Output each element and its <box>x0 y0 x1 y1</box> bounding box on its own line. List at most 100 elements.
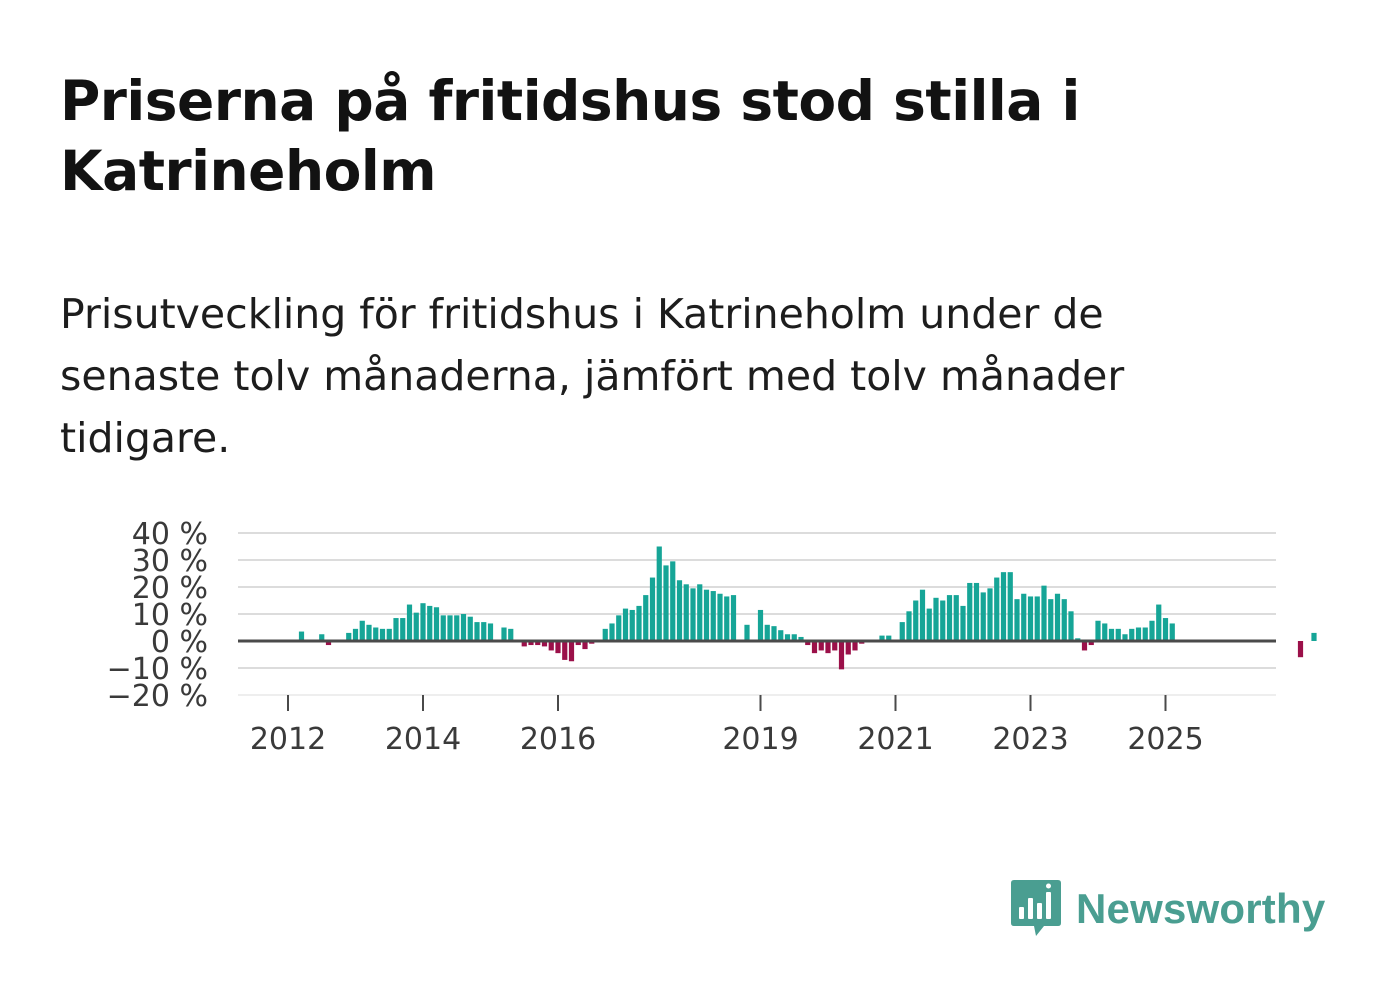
bar <box>568 641 575 662</box>
bar <box>811 641 818 654</box>
bar <box>764 624 770 641</box>
bar <box>724 596 730 641</box>
y-tick-label: 0 % <box>151 625 208 660</box>
x-tick-label: 2019 <box>722 722 798 757</box>
y-tick-label: −20 % <box>107 679 208 714</box>
bar <box>899 622 905 641</box>
bar <box>1142 627 1148 641</box>
bar <box>919 589 926 641</box>
brand-name: Newsworthy <box>1076 885 1326 932</box>
bar <box>1129 628 1135 641</box>
bar <box>393 618 399 641</box>
bar <box>528 641 534 646</box>
bar <box>717 593 723 641</box>
bar <box>953 595 959 641</box>
bar <box>784 634 791 641</box>
bar <box>373 627 379 641</box>
bar <box>1061 599 1067 641</box>
bar <box>913 600 919 641</box>
bar <box>987 588 993 641</box>
bar <box>346 632 352 641</box>
bar <box>1297 641 1304 658</box>
bar <box>454 615 460 641</box>
bar <box>602 628 608 641</box>
bar <box>474 622 480 641</box>
bar <box>325 641 332 646</box>
bar <box>683 584 689 641</box>
bar <box>562 641 568 660</box>
bar <box>366 624 372 641</box>
bar <box>440 615 446 641</box>
bar <box>649 577 656 641</box>
bar <box>386 628 392 641</box>
bar <box>933 597 939 641</box>
bar <box>460 614 467 641</box>
bar <box>805 641 811 646</box>
bar <box>379 628 386 641</box>
bar <box>771 626 777 641</box>
newsworthy-logo: Newsworthy <box>1010 878 1325 940</box>
bar <box>879 635 885 641</box>
bar <box>501 627 507 641</box>
bar <box>1311 632 1317 641</box>
bar <box>406 604 413 641</box>
bar <box>730 595 737 641</box>
x-tick-label: 2016 <box>520 722 596 757</box>
bar <box>1081 641 1088 651</box>
bar <box>778 630 784 641</box>
bar <box>1108 628 1115 641</box>
bar <box>1041 585 1047 641</box>
bar <box>663 565 669 641</box>
bar <box>1122 634 1128 641</box>
y-tick-label: 10 % <box>132 598 208 633</box>
bar <box>467 616 473 641</box>
bar <box>359 620 365 641</box>
page-title: Priserna på fritidshus stod stilla i Kat… <box>60 69 1080 203</box>
bar <box>710 591 716 641</box>
bar <box>690 588 696 641</box>
bar <box>703 589 710 641</box>
bar <box>818 641 824 651</box>
bar <box>845 641 851 655</box>
y-tick-label: 20 % <box>132 571 208 606</box>
bar <box>838 641 845 670</box>
bar <box>656 546 662 641</box>
bar <box>744 624 750 641</box>
bar <box>1115 628 1121 641</box>
bar <box>548 641 554 651</box>
bar <box>1156 604 1162 641</box>
bar <box>670 561 676 641</box>
bar <box>1021 593 1027 641</box>
x-tick-label: 2012 <box>250 722 326 757</box>
bar <box>616 615 622 641</box>
bar <box>940 600 946 641</box>
bar <box>697 584 703 641</box>
bar <box>926 608 932 641</box>
bar <box>413 612 419 641</box>
bar <box>555 641 561 654</box>
y-tick-label: −10 % <box>107 652 208 687</box>
bar <box>352 628 359 641</box>
bar <box>825 641 831 654</box>
x-tick-label: 2014 <box>385 722 461 757</box>
bar <box>319 634 325 641</box>
bar <box>298 631 305 641</box>
x-tick-label: 2025 <box>1127 722 1203 757</box>
x-tick-label: 2021 <box>857 722 933 757</box>
bar <box>1027 596 1034 641</box>
bar <box>400 618 406 641</box>
bar <box>1088 641 1094 646</box>
bar <box>906 611 912 641</box>
bar <box>582 641 588 650</box>
bar <box>427 605 433 641</box>
bar <box>636 605 642 641</box>
bar <box>643 595 649 641</box>
bar <box>994 577 1000 641</box>
y-tick-label: 40 % <box>132 517 208 552</box>
bar <box>1068 611 1074 641</box>
bar <box>980 592 986 641</box>
bar <box>1162 618 1169 641</box>
y-tick-label: 30 % <box>132 544 208 579</box>
bar <box>420 603 426 641</box>
bar <box>832 641 838 651</box>
